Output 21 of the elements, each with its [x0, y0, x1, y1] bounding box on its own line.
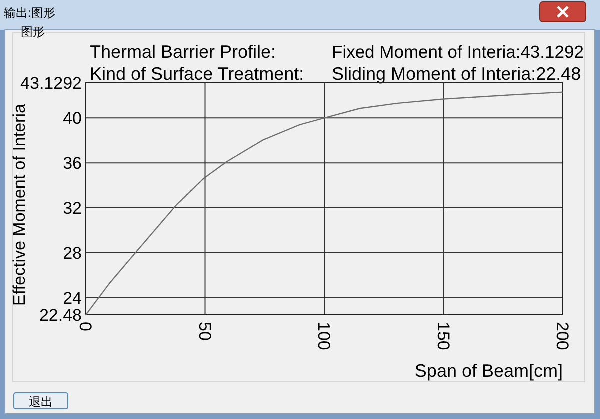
text: Thermal Barrier Profile:	[90, 42, 276, 62]
y-tick-label: 24	[63, 288, 82, 308]
y-tick-label: 28	[63, 244, 82, 263]
x-tick-label: 200	[553, 322, 572, 350]
text: Fixed Moment of Interia:43.1292	[332, 42, 584, 62]
x-axis-title: Span of Beam[cm]	[414, 361, 563, 381]
text: 输出:图形	[4, 6, 56, 20]
text: 图形	[21, 25, 45, 39]
y-tick-label: 43.1292	[20, 74, 82, 93]
y-tick-label: 32	[63, 199, 82, 218]
y-tick-label: 40	[63, 109, 82, 128]
y-tick-label: 36	[63, 154, 82, 174]
y-tick-label: 22.48	[39, 306, 82, 325]
x-tick-label: 0	[76, 322, 95, 332]
annotation: Sliding Moment of Interia:22.48	[332, 64, 582, 84]
x-tick-label: 50	[195, 322, 214, 341]
annotation: Kind of Surface Treatment:	[90, 64, 304, 84]
text: 退出	[29, 395, 53, 409]
x-tick-label: 100	[314, 322, 334, 350]
y-axis-title: Effective Moment of Interia	[10, 104, 29, 306]
x-tick-label: 150	[434, 322, 453, 350]
